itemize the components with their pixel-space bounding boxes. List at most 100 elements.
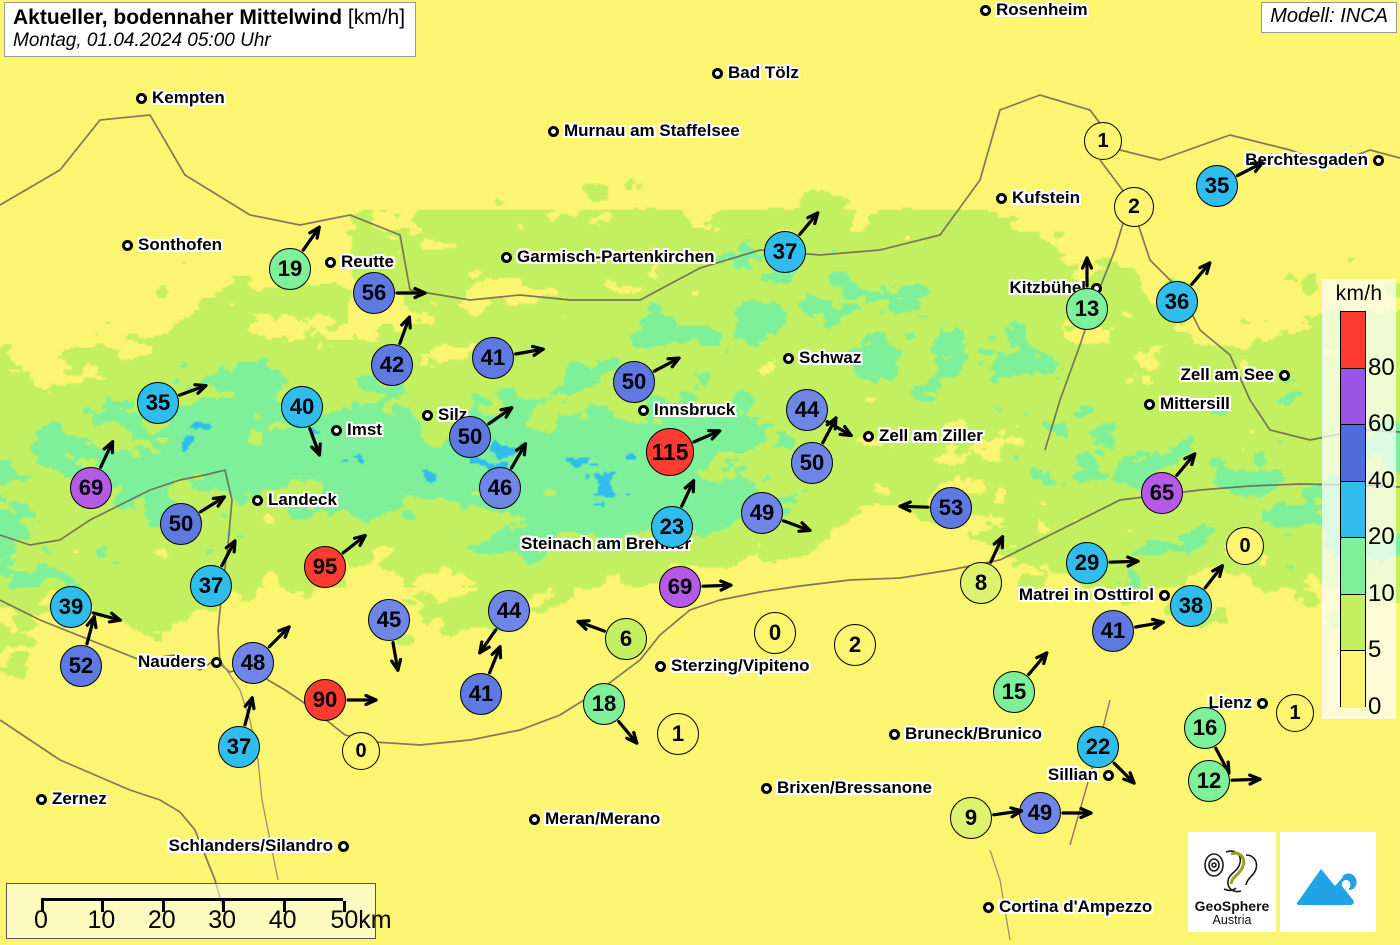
wind-speed-value[interactable]: 37 — [218, 726, 260, 768]
wind-station-marker[interactable]: 36 — [1110, 235, 1244, 369]
legend-band — [1341, 594, 1365, 652]
wind-station-marker[interactable]: 49 — [973, 746, 1107, 880]
wind-station-marker[interactable]: 40 — [235, 340, 369, 474]
wind-speed-value[interactable]: 1 — [657, 713, 699, 755]
wind-station-marker[interactable]: 41 — [426, 291, 560, 425]
city-marker: Schlanders/Silandro — [169, 836, 349, 856]
city-dot-icon — [331, 424, 342, 436]
wind-speed-value[interactable]: 50 — [613, 361, 655, 403]
city-label: Garmisch-Partenkirchen — [517, 247, 715, 266]
wind-speed-value[interactable]: 35 — [137, 382, 179, 424]
city-marker: Innsbruck — [638, 400, 735, 420]
wind-speed-value[interactable]: 69 — [70, 467, 112, 509]
city-label: Cortina d'Ampezzo — [999, 897, 1153, 916]
scale-bar-axis — [41, 898, 346, 912]
city-label: Schlanders/Silandro — [168, 836, 333, 855]
wind-station-marker[interactable]: 115 — [600, 382, 740, 522]
wind-direction-arrow-icon — [652, 356, 681, 373]
geosphere-mark-icon — [1204, 850, 1258, 893]
city-label: Meran/Merano — [545, 809, 661, 828]
scale-bar-label: 10 — [87, 906, 116, 934]
city-label: Brixen/Bressanone — [777, 778, 932, 797]
wind-speed-value[interactable]: 2 — [834, 624, 876, 666]
city-label: Innsbruck — [654, 400, 736, 419]
legend-band — [1341, 425, 1365, 482]
wind-speed-value[interactable]: 19 — [269, 248, 311, 290]
scale-bar-tick — [41, 901, 44, 912]
wind-speed-value[interactable]: 115 — [646, 428, 694, 476]
wind-speed-value[interactable]: 0 — [342, 732, 380, 770]
wind-speed-value[interactable]: 40 — [281, 386, 323, 428]
legend-tick-label: 80 — [1368, 353, 1395, 381]
wind-station-marker[interactable]: 46 — [433, 421, 567, 555]
wind-direction-arrow-icon — [308, 427, 322, 457]
wind-direction-arrow-icon — [178, 383, 208, 397]
city-dot-icon — [529, 813, 540, 825]
wind-speed-value[interactable]: 49 — [1019, 792, 1061, 834]
geosphere-logo-line2: Austria — [1212, 913, 1252, 928]
wind-speed-value[interactable]: 37 — [764, 231, 806, 273]
wind-speed-value[interactable]: 13 — [1066, 288, 1108, 330]
city-label: Sonthofen — [138, 235, 223, 254]
city-marker: Meran/Merano — [529, 809, 660, 829]
wind-station-marker[interactable]: 12 — [1142, 714, 1276, 848]
wind-station-marker[interactable]: 37 — [172, 680, 306, 814]
wind-station-marker[interactable]: 0 — [296, 686, 426, 816]
wind-speed-value[interactable]: 8 — [960, 562, 1002, 604]
wind-direction-arrow-icon — [487, 406, 514, 426]
wind-speed-value[interactable]: 44 — [786, 389, 828, 431]
wind-station-marker[interactable]: 42 — [325, 298, 459, 432]
wind-speed-value[interactable]: 2 — [1114, 187, 1154, 227]
city-dot-icon — [136, 92, 147, 104]
wind-speed-value[interactable]: 41 — [1092, 610, 1134, 652]
wind-station-marker[interactable]: 1 — [611, 667, 745, 801]
wind-speed-value[interactable]: 1 — [1276, 694, 1314, 732]
scale-bar-tick — [161, 901, 165, 912]
wind-station-marker[interactable]: 37 — [718, 185, 852, 319]
city-label: Mittersill — [1160, 394, 1230, 413]
legend-tick-label: 60 — [1368, 410, 1395, 438]
wind-speed-value[interactable]: 44 — [488, 590, 530, 632]
wind-station-marker[interactable]: 52 — [14, 599, 148, 733]
legend-tick-label: 40 — [1368, 466, 1395, 494]
scale-bar-label: 30 — [208, 906, 237, 934]
wind-station-marker[interactable]: 41 — [414, 627, 548, 761]
wind-station-marker[interactable]: 50 — [567, 315, 701, 449]
wind-station-marker[interactable]: 35 — [91, 336, 225, 470]
wind-station-marker[interactable]: 9 — [904, 751, 1038, 885]
city-dot-icon — [1279, 369, 1290, 381]
map-timestamp: Montag, 01.04.2024 05:00 Uhr — [13, 29, 271, 51]
legend-tick-label: 20 — [1368, 523, 1395, 551]
title-unit: [km/h] — [347, 6, 406, 29]
wind-direction-arrow-icon — [1175, 452, 1197, 477]
wind-station-marker[interactable]: 50 — [403, 370, 537, 504]
city-label: Zernez — [52, 789, 107, 808]
city-marker: Bad Tölz — [712, 63, 799, 83]
wind-speed-value[interactable]: 41 — [472, 337, 514, 379]
wind-speed-value[interactable]: 42 — [371, 344, 413, 386]
legend-band — [1341, 481, 1365, 539]
wind-speed-value[interactable]: 12 — [1188, 760, 1230, 802]
city-label: Murnau am Staffelsee — [564, 121, 740, 140]
wind-speed-value[interactable]: 49 — [741, 492, 783, 534]
wind-station-marker[interactable]: 44 — [740, 343, 874, 477]
wind-speed-value[interactable]: 15 — [993, 671, 1035, 713]
wind-speed-value[interactable]: 46 — [479, 467, 521, 509]
wind-direction-arrow-icon — [514, 344, 545, 357]
wind-speed-value[interactable]: 52 — [60, 645, 102, 687]
city-dot-icon — [863, 430, 874, 442]
wind-station-marker[interactable]: 2 — [788, 578, 922, 712]
wind-speed-value[interactable]: 36 — [1156, 281, 1198, 323]
legend-tick-label: 0 — [1368, 693, 1382, 720]
city-label: Bad Tölz — [728, 63, 799, 82]
title-text: Aktueller, bodennaher Mittelwind — [13, 6, 343, 29]
wind-speed-value[interactable]: 9 — [950, 797, 992, 839]
city-marker: Mittersill — [1144, 394, 1230, 414]
legend-band — [1341, 651, 1365, 708]
city-marker: Brixen/Bressanone — [761, 778, 932, 798]
city-dot-icon — [783, 352, 794, 364]
wind-speed-value[interactable]: 50 — [449, 416, 491, 458]
wind-speed-value[interactable]: 35 — [1196, 165, 1238, 207]
wind-speed-value[interactable]: 41 — [460, 673, 502, 715]
